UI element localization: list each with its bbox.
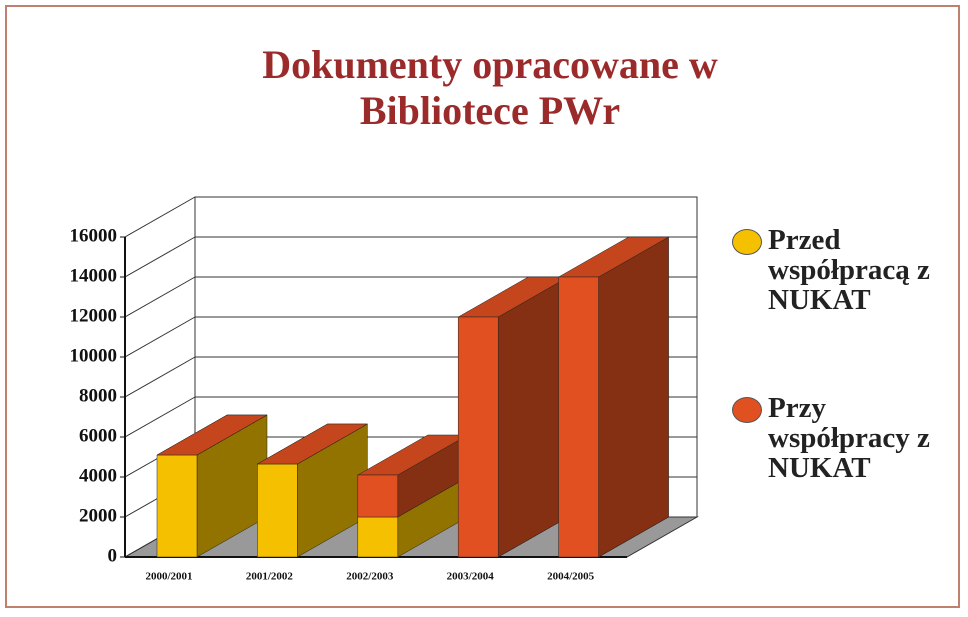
x-tick-label: 2003/2004 [447,571,495,583]
legend-swatch [732,229,762,255]
y-tick-label: 14000 [70,265,118,286]
bar [156,454,198,558]
frame [5,5,960,608]
y-tick-label: 12000 [70,305,118,326]
y-tick-label: 8000 [79,385,117,406]
y-tick-label: 4000 [79,465,117,486]
bar-side [497,276,569,558]
y-tick-label: 6000 [79,425,117,446]
bar-top [156,414,268,456]
y-tick-label: 0 [108,545,118,566]
bar-top [256,423,369,465]
x-tick-label: 2000/2001 [145,571,192,583]
bar-side [598,236,669,558]
grid-line [124,236,196,278]
chart-title: Dokumenty opracowane w Bibliotece PWr [262,42,718,133]
grid-line [124,276,196,318]
grid-line [124,356,196,398]
legend-entry: Przy współpracy z NUKAT [732,392,941,484]
y-tick-label: 16000 [70,225,118,246]
bar [357,516,399,558]
x-tick-label: 2001/2002 [246,571,294,583]
x-tick-label: 2002/2003 [346,571,394,583]
y-tick-label: 10000 [70,345,118,366]
bar [558,276,599,558]
legend-swatch [732,397,762,423]
legend-label: Przy współpracy z NUKAT [768,392,930,484]
bar [257,463,298,558]
bar [357,474,399,518]
y-tick-label: 2000 [79,505,117,526]
grid-line [124,196,196,238]
x-tick-label: 2004/2005 [547,571,595,583]
grid-line [124,396,196,438]
bar [457,316,499,558]
legend-label: Przed współpracą z NUKAT [768,224,930,316]
grid-line [124,316,196,358]
legend-entry: Przed współpracą z NUKAT [732,224,941,316]
